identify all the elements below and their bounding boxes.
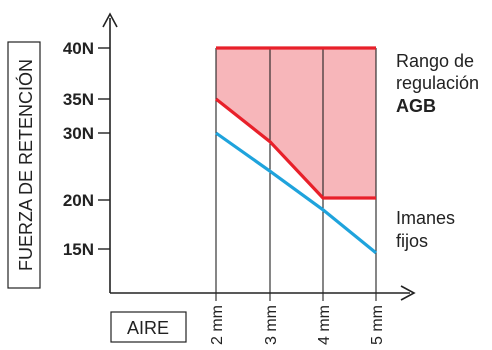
y-axis-label: FUERZA DE RETENCIÓN	[15, 59, 36, 271]
y-tick-label: 30N	[63, 124, 94, 143]
series-line-0	[215, 97, 376, 200]
x-tick-label: 4 mm	[316, 305, 333, 345]
y-tick-label: 35N	[63, 90, 94, 109]
x-tick-label: 2 mm	[209, 305, 226, 345]
series-line-1	[215, 131, 378, 255]
series-annotation-0: regulación	[396, 73, 479, 93]
x-axis-arrow	[400, 285, 416, 301]
y-axis-label-box	[7, 41, 41, 289]
series-annotation-0: Rango de	[396, 51, 474, 71]
x-axis-label: AIRE	[127, 318, 169, 338]
regulation-range-band	[216, 48, 376, 198]
y-tick-label: 40N	[63, 39, 94, 58]
x-axis-label-box	[110, 311, 187, 343]
x-tick-label: 5 mm	[369, 305, 386, 345]
series-annotation-0: AGB	[396, 96, 436, 116]
series-annotation-1: Imanes	[396, 208, 455, 228]
series-annotation-1: fijos	[396, 231, 428, 251]
y-tick-label: 20N	[63, 191, 94, 210]
x-tick-label: 3 mm	[263, 305, 280, 345]
y-axis-arrow	[102, 12, 118, 28]
y-tick-label: 15N	[63, 240, 94, 259]
